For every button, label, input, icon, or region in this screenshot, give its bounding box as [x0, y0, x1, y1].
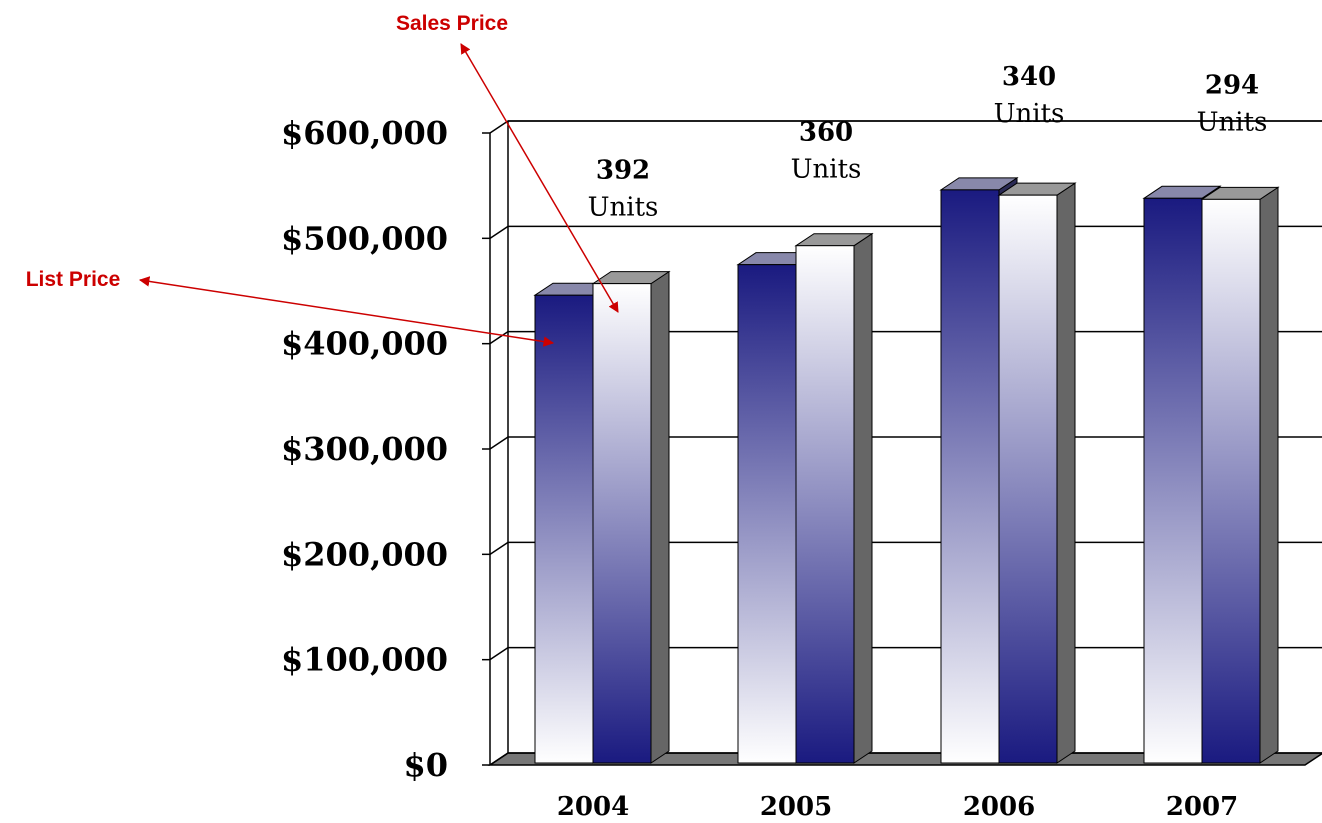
bar-side [650, 270, 670, 764]
bar-side [1259, 186, 1279, 764]
bar-front [1143, 197, 1203, 764]
bar-front [795, 245, 855, 764]
x-tick-label: 2004 [557, 792, 629, 822]
bar [997, 182, 1077, 764]
y-tick-label: $400,000 [281, 325, 448, 363]
bar [591, 270, 671, 764]
y-tick-label: $100,000 [281, 641, 448, 679]
bar-front [1201, 198, 1261, 764]
legend-label: Sales Price [396, 12, 508, 35]
bar-front [534, 294, 594, 764]
bar-front [998, 194, 1058, 764]
bar-side [1056, 182, 1076, 764]
x-tick-label: 2007 [1166, 792, 1238, 822]
x-tick-label: 2006 [963, 792, 1035, 822]
annotation: 392 [596, 156, 650, 186]
y-tick-label: $600,000 [281, 114, 448, 152]
annotation: Units [791, 155, 862, 185]
y-tick-label: $500,000 [281, 219, 448, 257]
annotation: 340 [1002, 62, 1056, 92]
annotation: 294 [1205, 70, 1259, 100]
annotation: Units [588, 193, 659, 223]
bar [794, 232, 874, 764]
annotation: Units [1197, 107, 1268, 137]
legend-label: List Price [26, 268, 121, 291]
y-tick-label: $200,000 [281, 535, 448, 573]
y-tick-label: $300,000 [281, 430, 448, 468]
x-tick-label: 2005 [760, 792, 832, 822]
bar [1200, 186, 1280, 764]
callout-arrow [138, 276, 555, 347]
annotation: Units [994, 99, 1065, 129]
bar-front [592, 283, 652, 764]
y-tick-label: $0 [403, 746, 448, 784]
bar-front [737, 264, 797, 764]
bar-side [853, 232, 873, 764]
callout-arrow [460, 43, 619, 313]
bar-front [940, 189, 1000, 764]
annotation: 360 [799, 118, 853, 148]
